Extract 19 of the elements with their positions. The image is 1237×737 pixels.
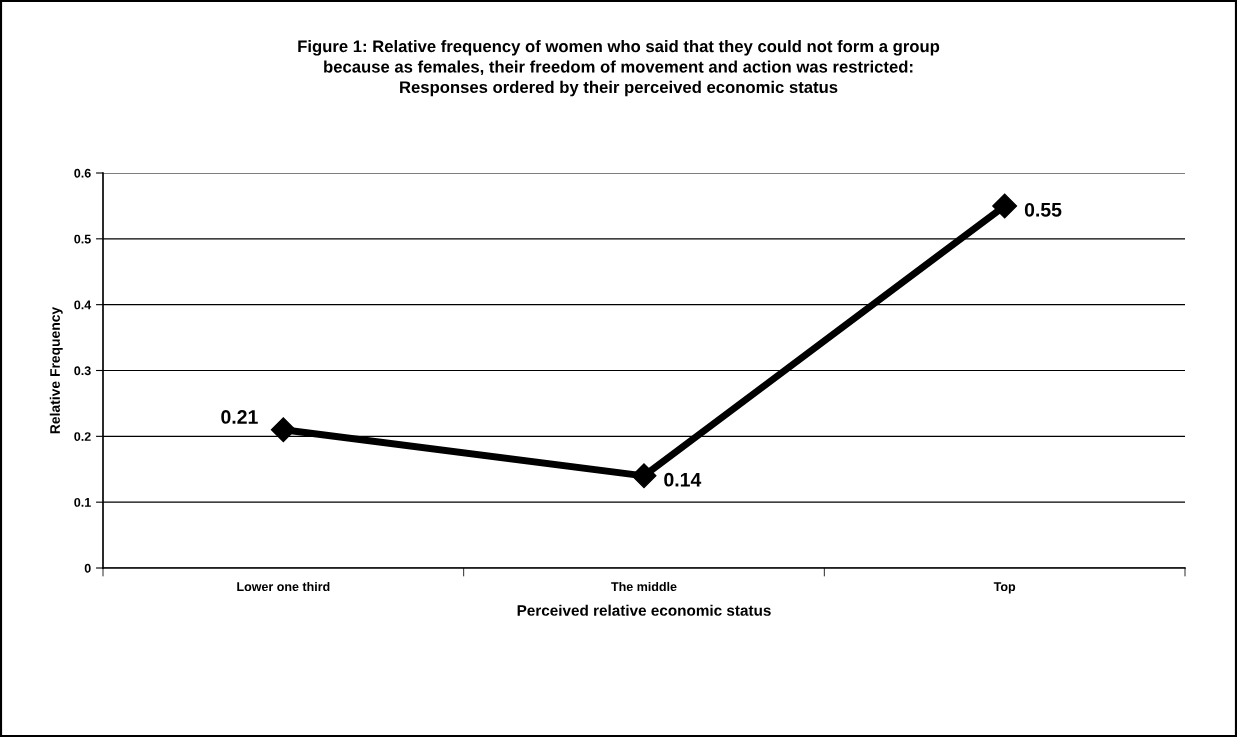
data-label: 0.21 <box>221 410 258 424</box>
data-label: 0.14 <box>664 472 702 487</box>
point <box>992 193 1018 219</box>
y-axis-title: Relative Frequency <box>49 306 63 434</box>
y-tick-label: 0.2 <box>74 432 91 441</box>
y-tick-label: 0.1 <box>74 497 91 507</box>
point <box>270 417 296 443</box>
y-tick-label: 0.6 <box>74 168 91 178</box>
y-tick-label: 0 <box>84 563 91 573</box>
chart-title: Figure 1: Relative frequency of women who said that they could not form a group because as females, their freedom of movement and action was restricted: Responses ordered by their perceived economic status <box>298 40 940 97</box>
x-tick-label: The middle <box>611 581 677 592</box>
y-tick-label: 0.3 <box>74 366 91 376</box>
y-tick-label: 0.4 <box>74 300 92 310</box>
data-label: 0.55 <box>1024 202 1062 217</box>
x-tick-label: Lower one third <box>237 581 330 592</box>
x-axis-title: Perceived relative economic status <box>517 604 771 616</box>
y-tick-label: 0.5 <box>74 234 91 244</box>
x-tick-label: Top <box>993 582 1016 594</box>
point <box>631 463 657 489</box>
